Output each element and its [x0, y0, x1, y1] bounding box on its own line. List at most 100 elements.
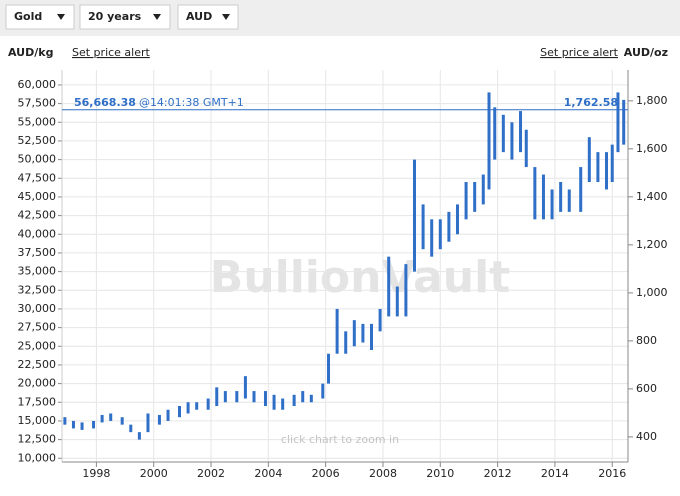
- range-bar: [487, 92, 491, 190]
- range-bar: [292, 394, 296, 406]
- x-tick-label: 2000: [140, 467, 168, 480]
- range-bar: [263, 391, 267, 406]
- range-bar: [243, 376, 247, 399]
- range-bar: [206, 398, 210, 410]
- y-tick-label: 37,500: [18, 246, 57, 259]
- dropdown-arrow: [222, 14, 230, 20]
- x-tick-label: 2006: [312, 467, 340, 480]
- range-bar: [195, 402, 199, 410]
- x-tick-label: 2004: [254, 467, 282, 480]
- x-tick-label: 2010: [426, 467, 454, 480]
- range-bar: [579, 167, 583, 212]
- range-bar: [481, 174, 485, 205]
- range-bar: [137, 432, 141, 440]
- range-bar: [186, 402, 190, 414]
- range-bar: [80, 422, 84, 430]
- x-tick-label: 2002: [197, 467, 225, 480]
- y2-tick-label: 1,600: [636, 142, 668, 155]
- range-bar: [215, 387, 219, 406]
- range-bar: [370, 323, 374, 350]
- y-tick-label: 47,500: [18, 171, 57, 184]
- current-price: 56,668.38 @14:01:38 GMT+1: [74, 96, 244, 109]
- range-bar: [541, 174, 545, 220]
- range-bar: [501, 114, 505, 153]
- range-bar: [404, 264, 408, 317]
- x-tick-label: 2014: [541, 467, 569, 480]
- range-bar: [309, 394, 313, 403]
- watermark: BullionVault: [210, 252, 510, 303]
- range-bar: [421, 204, 425, 250]
- range-bar: [63, 417, 67, 425]
- y-tick-label: 17,500: [18, 395, 57, 408]
- current-price-oz: 1,762.58: [564, 96, 618, 109]
- range-bar: [109, 413, 113, 421]
- y-tick-label: 42,500: [18, 209, 57, 222]
- dropdown-arrow: [153, 14, 161, 20]
- price-alert-link[interactable]: Set price alert: [540, 46, 619, 59]
- y-tick-label: 35,000: [18, 265, 57, 278]
- dropdown-label[interactable]: Gold: [14, 10, 42, 23]
- range-bar: [587, 137, 591, 182]
- range-bar: [559, 182, 563, 212]
- y-tick-label: 25,000: [18, 339, 57, 352]
- range-bar: [493, 107, 497, 160]
- y-tick-label: 27,500: [18, 321, 57, 334]
- range-bar: [100, 414, 104, 423]
- range-bar: [412, 159, 416, 272]
- range-bar: [92, 420, 96, 429]
- range-bar: [464, 182, 468, 220]
- range-bar: [71, 420, 75, 429]
- range-bar: [177, 406, 181, 418]
- x-tick-label: 2012: [484, 467, 512, 480]
- range-bar: [387, 256, 391, 317]
- y-tick-label: 20,000: [18, 377, 57, 390]
- x-tick-label: 2008: [369, 467, 397, 480]
- left-unit: AUD/kg: [8, 46, 53, 59]
- y-tick-label: 32,500: [18, 283, 57, 296]
- range-bar: [596, 152, 600, 182]
- range-bar: [567, 189, 571, 212]
- range-bar: [473, 182, 477, 212]
- range-bar: [605, 152, 609, 190]
- range-bar: [235, 391, 239, 403]
- range-bar: [272, 394, 276, 410]
- y-tick-label: 55,000: [18, 115, 57, 128]
- range-bar: [327, 353, 331, 384]
- range-bar: [519, 111, 523, 153]
- range-bar: [157, 414, 161, 425]
- range-bar: [395, 286, 399, 317]
- range-bar: [430, 219, 434, 257]
- y-tick-label: 52,500: [18, 134, 57, 147]
- y-tick-label: 45,000: [18, 190, 57, 203]
- y2-tick-label: 400: [636, 430, 657, 443]
- range-bar: [533, 167, 537, 220]
- range-bar: [223, 391, 227, 403]
- y2-tick-label: 1,400: [636, 190, 668, 203]
- range-bar: [129, 424, 133, 433]
- range-bar: [622, 99, 626, 145]
- plot-area: [62, 70, 628, 462]
- range-bar: [550, 189, 554, 220]
- range-bar: [447, 211, 451, 242]
- y-tick-label: 40,000: [18, 227, 57, 240]
- y2-tick-label: 1,800: [636, 94, 668, 107]
- range-bar: [378, 308, 382, 332]
- range-bar: [321, 383, 325, 399]
- y2-tick-label: 600: [636, 382, 657, 395]
- y-tick-label: 30,000: [18, 302, 57, 315]
- dropdown-label[interactable]: 20 years: [88, 10, 142, 23]
- y2-tick-label: 800: [636, 334, 657, 347]
- dropdown-label[interactable]: AUD: [186, 10, 212, 23]
- range-bar: [146, 413, 150, 433]
- x-tick-label: 2016: [598, 467, 626, 480]
- y2-tick-label: 1,000: [636, 286, 668, 299]
- x-tick-label: 1998: [82, 467, 110, 480]
- y-tick-label: 57,500: [18, 97, 57, 110]
- range-bar: [438, 219, 442, 250]
- right-unit: AUD/oz: [624, 46, 668, 59]
- hint: click chart to zoom in: [281, 433, 399, 446]
- current-price-value: 56,668.38: [74, 96, 136, 109]
- current-time: @14:01:38 GMT+1: [139, 96, 244, 109]
- price-alert-link[interactable]: Set price alert: [72, 46, 151, 59]
